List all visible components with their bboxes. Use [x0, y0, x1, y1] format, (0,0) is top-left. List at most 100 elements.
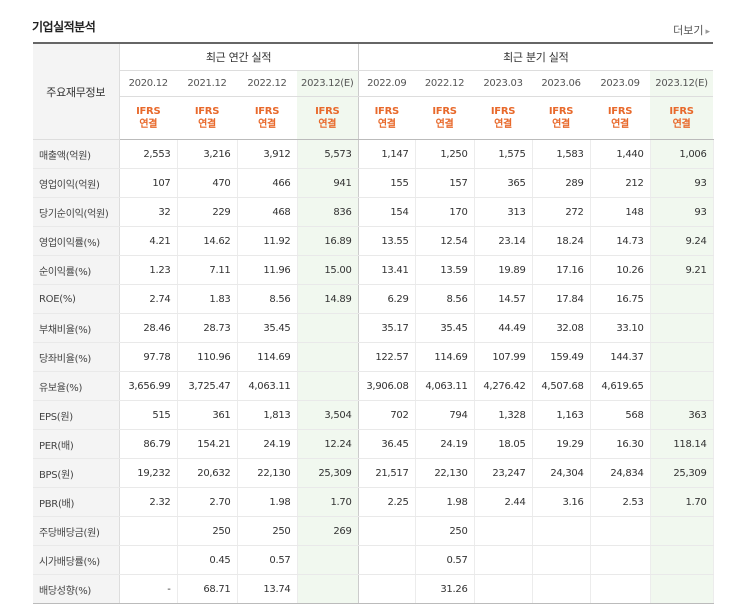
table-cell: [590, 574, 651, 604]
table-cell: [358, 545, 416, 575]
table-cell: 86.79: [119, 429, 178, 459]
table-cell: 16.30: [590, 429, 651, 459]
table-cell: 12.54: [415, 226, 475, 256]
table-cell: 23.14: [474, 226, 533, 256]
table-cell: 1.70: [297, 487, 359, 517]
period-header: 2023.12(E): [297, 70, 359, 97]
table-cell: [650, 516, 714, 546]
table-cell: 114.69: [237, 342, 298, 372]
period-header: 2023.03: [474, 70, 533, 97]
table-cell: 269: [297, 516, 359, 546]
table-cell: 97.78: [119, 342, 178, 372]
row-label: 당좌비율(%): [33, 342, 120, 372]
table-cell: 2.70: [177, 487, 238, 517]
table-row: EPS(원) 515 361 1,813 3,504 702 794 1,328 1,163 56…: [33, 400, 714, 430]
ifrs-basis-header: IFRS 연결: [650, 96, 714, 140]
table-cell: 16.75: [590, 284, 651, 314]
table-cell: 25,309: [297, 458, 359, 488]
ifrs-label: IFRS: [374, 106, 400, 117]
table-cell: [119, 545, 178, 575]
more-link[interactable]: 더보기 ▸: [673, 22, 710, 38]
table-cell: 13.74: [237, 574, 298, 604]
table-cell: 0.45: [177, 545, 238, 575]
consolidated-label: 연결: [258, 119, 276, 130]
table-cell: 144.37: [590, 342, 651, 372]
table-cell: 3,504: [297, 400, 359, 430]
table-row: BPS(원) 19,232 20,632 22,130 25,309 21,517 22,1…: [33, 458, 714, 488]
row-label: 영업이익률(%): [33, 226, 120, 256]
row-label: BPS(원): [33, 458, 120, 488]
table-cell: 32: [119, 197, 178, 227]
table-cell: 20,632: [177, 458, 238, 488]
table-cell: 361: [177, 400, 238, 430]
table-cell: [532, 516, 591, 546]
table-cell: 21,517: [358, 458, 416, 488]
ifrs-basis-header: IFRS 연결: [415, 96, 475, 140]
table-cell: 794: [415, 400, 475, 430]
table-cell: 0.57: [237, 545, 298, 575]
table-cell: 1.98: [415, 487, 475, 517]
table-cell: 836: [297, 197, 359, 227]
ifrs-label: IFRS: [315, 106, 340, 117]
period-header: 2020.12: [119, 70, 177, 97]
table-cell: 363: [650, 400, 714, 430]
row-label: 당기순이익(억원): [33, 197, 120, 227]
row-label: 영업이익(억원): [33, 168, 120, 198]
row-label: ROE(%): [33, 284, 120, 314]
table-cell: [474, 545, 533, 575]
table-cell: 13.55: [358, 226, 416, 256]
ifrs-label: IFRS: [136, 106, 161, 117]
table-cell: 14.73: [590, 226, 651, 256]
table-cell: 12.24: [297, 429, 359, 459]
period-header: 2022.09: [358, 70, 416, 97]
table-cell: 313: [474, 197, 533, 227]
table-cell: [650, 313, 714, 343]
ifrs-label: IFRS: [194, 106, 220, 117]
table-cell: 33.10: [590, 313, 651, 343]
row-label: 부채비율(%): [33, 313, 120, 343]
period-header: 2023.12(E): [650, 70, 714, 97]
table-row: 매출액(억원) 2,553 3,216 3,912 5,573 1,147 1,250 1,5…: [33, 139, 714, 169]
table-cell: [474, 574, 533, 604]
table-row: 영업이익(억원) 107 470 466 941 155 157 365 289 212 93: [33, 168, 714, 198]
row-label: 유보율(%): [33, 371, 120, 401]
row-label: 주당배당금(원): [33, 516, 120, 546]
ifrs-label: IFRS: [548, 106, 574, 117]
table-cell: [650, 545, 714, 575]
table-cell: 3,912: [237, 139, 298, 169]
table-cell: 107.99: [474, 342, 533, 372]
table-row: PBR(배) 2.32 2.70 1.98 1.70 2.25 1.98 2.44 3.16 2.…: [33, 487, 714, 517]
table-cell: [297, 342, 359, 372]
table-row: 주당배당금(원) 250 250 269 250: [33, 516, 714, 546]
table-cell: 13.41: [358, 255, 416, 285]
table-cell: 35.17: [358, 313, 416, 343]
table-cell: 4,063.11: [415, 371, 475, 401]
ifrs-label: IFRS: [669, 106, 694, 117]
table-cell: 1.83: [177, 284, 238, 314]
table-cell: 24.19: [415, 429, 475, 459]
consolidated-label: 연결: [435, 119, 454, 130]
table-cell: 170: [415, 197, 475, 227]
table-cell: 3,906.08: [358, 371, 416, 401]
table-cell: 702: [358, 400, 416, 430]
table-cell: [590, 516, 651, 546]
ifrs-basis-header: IFRS 연결: [177, 96, 237, 140]
table-cell: 22,130: [237, 458, 298, 488]
table-cell: 1,250: [415, 139, 475, 169]
table-cell: 8.56: [415, 284, 475, 314]
table-cell: 19.29: [532, 429, 591, 459]
period-header: 2021.12: [177, 70, 237, 97]
table-cell: 1,328: [474, 400, 533, 430]
table-cell: 110.96: [177, 342, 238, 372]
table-cell: 1,006: [650, 139, 714, 169]
table-cell: 5,573: [297, 139, 359, 169]
table-cell: 24,834: [590, 458, 651, 488]
table-cell: [532, 545, 591, 575]
table-cell: 0.57: [415, 545, 475, 575]
chevron-right-icon: ▸: [705, 27, 710, 37]
table-cell: 1,583: [532, 139, 591, 169]
section-title: 기업실적분석: [32, 20, 96, 34]
table-cell: 229: [177, 197, 238, 227]
table-cell: 18.05: [474, 429, 533, 459]
table-cell: 31.26: [415, 574, 475, 604]
